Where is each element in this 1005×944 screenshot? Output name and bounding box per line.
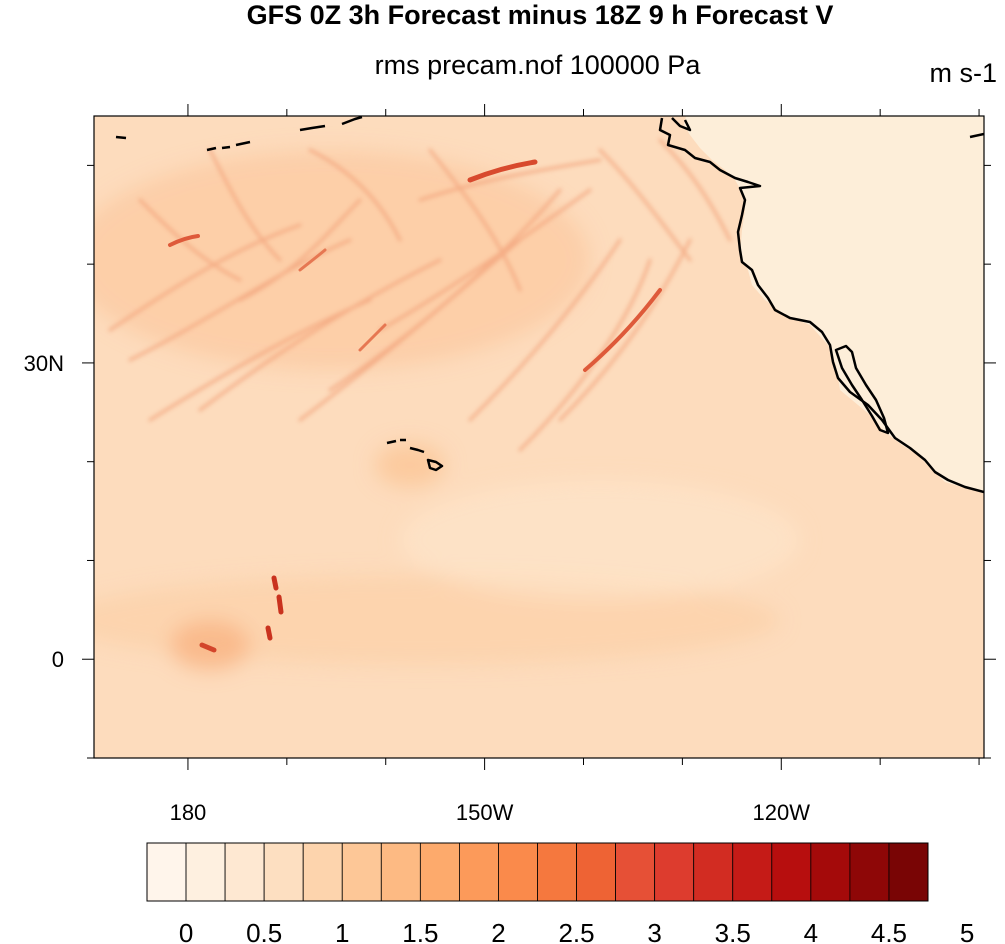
colorbar-box: [654, 842, 695, 902]
aleutian-island: [221, 145, 231, 150]
streak: [276, 594, 284, 615]
streak: [199, 642, 217, 653]
plot-title: GFS 0Z 3h Forecast minus 18Z 9 h Forecas…: [246, 0, 834, 30]
map-panel: [94, 116, 984, 758]
aleutian-island: [235, 140, 251, 147]
colorbar-box: [693, 842, 734, 902]
colorbar-box: [576, 842, 616, 902]
strong-streaks: [168, 159, 662, 372]
colorbar-box: [458, 842, 499, 902]
plot-subtitle: rms precam.nof 100000 Pa: [374, 50, 701, 80]
aleutian-island: [115, 135, 127, 140]
hawaii-big-island: [426, 458, 444, 472]
colorbar-label: 0: [179, 918, 193, 944]
equatorial-blob: [170, 620, 250, 670]
streak: [298, 248, 327, 272]
streak: [358, 323, 387, 352]
streak: [428, 148, 522, 292]
vancouver-island-coastline: [671, 117, 692, 132]
lon-tick-label: 150W: [456, 800, 514, 825]
colorbar-label: 4.5: [871, 918, 907, 944]
colorbar-frame: [146, 842, 929, 902]
colorbar-box: [341, 842, 382, 902]
streaks: [108, 138, 732, 653]
colorbar-box: [888, 842, 929, 902]
streak: [558, 238, 692, 422]
streak: [208, 148, 282, 262]
colorbar-label: 4: [804, 918, 818, 944]
greenland-coastline: [969, 132, 984, 139]
colorbar-label: 1.5: [402, 918, 438, 944]
streak: [598, 148, 692, 262]
colorbar-labels: 0 0.5 1 1.5 2 2.5 3 3.5 4 4.5 5: [179, 918, 974, 944]
aleutian-island: [206, 146, 217, 152]
north-america-land: [684, 116, 984, 492]
streak: [658, 138, 732, 242]
colorbar-box: [263, 842, 304, 902]
colorbar-label: 2.5: [558, 918, 594, 944]
map-frame: [93, 115, 985, 759]
lat-tick-label: 30N: [24, 351, 64, 376]
lon-tick-label: 180: [170, 800, 207, 825]
colorbar-label: 1: [335, 918, 349, 944]
faint-streaks: [108, 138, 732, 452]
coastlines: [115, 116, 984, 494]
lon-tick-label: 120W: [753, 800, 811, 825]
streak: [378, 188, 592, 332]
hawaii-blob: [375, 443, 445, 487]
streak: [308, 148, 402, 242]
colorbar-box: [224, 842, 265, 902]
colorbar-box: [498, 842, 538, 902]
streak: [198, 258, 442, 412]
colorbar-box: [849, 842, 890, 902]
colorbar-box: [146, 842, 187, 902]
alaska-coastline: [299, 124, 326, 132]
west-coast-coastline: [658, 117, 984, 494]
lat-tick-label: 0: [52, 647, 64, 672]
colorbar-label: 3.5: [715, 918, 751, 944]
axis-labels: 180 150W 120W 30N 0: [24, 351, 811, 825]
streak: [418, 158, 602, 202]
midlatitude-band: [94, 150, 590, 370]
streak: [468, 238, 622, 422]
alaska-coastline: [341, 116, 363, 126]
streak: [467, 159, 538, 183]
colorbar-label: 0.5: [246, 918, 282, 944]
streak: [238, 198, 362, 302]
diffuse-bands: [94, 150, 800, 670]
streak: [265, 625, 273, 641]
colorbar-box: [810, 842, 851, 902]
streak: [108, 223, 302, 332]
colorbar-box: [380, 842, 421, 902]
streak: [168, 234, 200, 247]
units-label: m s-1: [929, 58, 998, 88]
light-patch: [400, 480, 800, 600]
colorbar-box: [419, 842, 460, 902]
baja-peninsula-coastline: [834, 344, 890, 435]
colorbar-box: [302, 842, 343, 902]
colorbar-label: 5: [960, 918, 974, 944]
hawaii-island: [386, 439, 397, 445]
streak: [583, 288, 662, 372]
colorbar-label: 3: [647, 918, 661, 944]
streak: [328, 188, 562, 392]
colorbar-box: [732, 842, 773, 902]
colorbar-box: [615, 842, 656, 902]
hawaii-island: [409, 446, 425, 454]
colorbar-label: 2: [491, 918, 505, 944]
equatorial-streaks: [199, 575, 284, 653]
axis-ticks: [82, 104, 996, 770]
streak: [271, 575, 279, 591]
colorbar-box: [185, 842, 226, 902]
colorbar-box: [537, 842, 577, 902]
colorbar-box: [771, 842, 812, 902]
colorbar: [146, 842, 929, 902]
streak: [138, 198, 242, 282]
